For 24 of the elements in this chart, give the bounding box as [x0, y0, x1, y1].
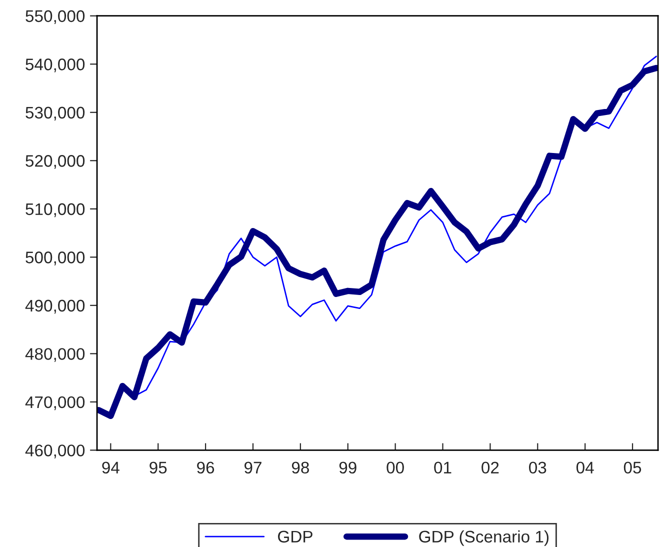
y-tick-label: 500,000: [26, 252, 85, 266]
x-tick-label: 01: [434, 462, 452, 474]
y-tick-label: 530,000: [26, 106, 85, 121]
y-tick-label: 550,000: [26, 10, 85, 24]
x-tick-label: 03: [529, 462, 546, 474]
y-tick-label: 510,000: [26, 203, 85, 218]
y-tick-label: 470,000: [25, 396, 85, 410]
y-tick-label: 520,000: [26, 155, 85, 169]
x-tick-label: 96: [197, 462, 214, 474]
x-tick-label: 97: [244, 462, 262, 474]
x-tick-label: 05: [624, 462, 642, 474]
legend-label: GDP (Scenario 1): [419, 530, 548, 546]
y-tick-label: 460,000: [25, 444, 85, 458]
x-tick-label: 02: [482, 462, 499, 474]
x-tick-label: 94: [102, 462, 120, 474]
legend-label: GDP: [278, 530, 312, 543]
x-tick-label: 98: [292, 462, 309, 474]
x-tick-label: 04: [576, 462, 594, 474]
x-tick-label: 95: [150, 462, 167, 474]
x-tick-label: 00: [386, 462, 404, 474]
y-tick-label: 540,000: [26, 58, 85, 72]
x-tick-label: 99: [339, 462, 356, 474]
y-tick-label: 480,000: [25, 348, 85, 362]
y-tick-label: 490,000: [25, 300, 85, 314]
